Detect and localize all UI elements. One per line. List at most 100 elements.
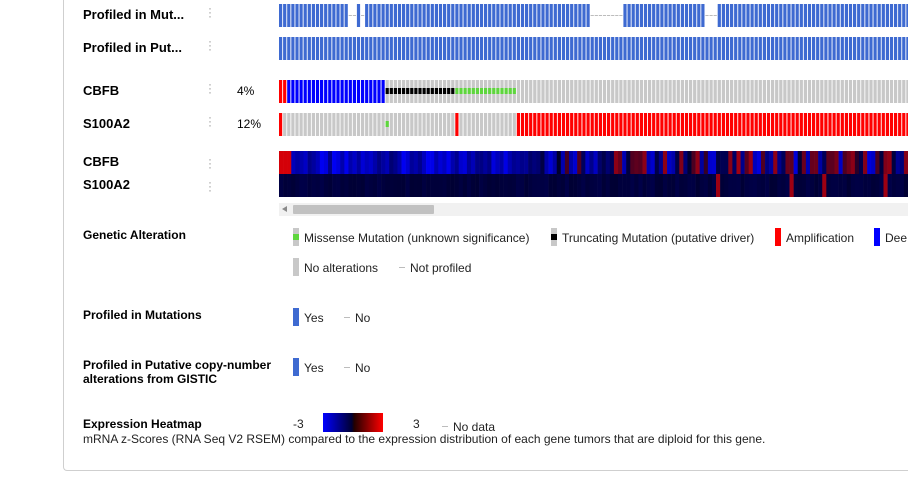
- sample-column: [611, 113, 615, 136]
- sample-column: [475, 113, 479, 136]
- sample-column: [881, 4, 885, 27]
- heatmap-cell: [646, 151, 651, 174]
- track-menu-dots-icon[interactable]: · · ·: [208, 1, 212, 23]
- track-profiled-cna[interactable]: [279, 37, 908, 60]
- sample-column: [438, 113, 443, 136]
- sample-column: [832, 37, 836, 60]
- sample-column: [738, 37, 742, 60]
- track-menu-dots-icon[interactable]: · · ·: [208, 152, 212, 174]
- heatmap-track-cbfb[interactable]: [279, 151, 908, 174]
- heatmap-cell: [809, 174, 815, 197]
- sample-column: [361, 80, 365, 103]
- sample-column: [754, 37, 758, 60]
- heatmap-cell: [434, 174, 439, 197]
- track-menu-dots-icon[interactable]: · · ·: [208, 110, 212, 132]
- sample-column: [311, 80, 315, 103]
- sample-column: [336, 37, 340, 60]
- horizontal-scrollbar[interactable]: [279, 203, 908, 216]
- track-gene-s100a2[interactable]: [279, 113, 908, 136]
- sample-column: [516, 113, 520, 136]
- heatmap-cell: [564, 174, 570, 197]
- heatmap-cell: [822, 174, 827, 197]
- sample-column: [889, 80, 894, 103]
- heatmap-cell: [328, 151, 333, 174]
- sample-column: [422, 4, 426, 27]
- sample-column: [713, 80, 717, 103]
- scroll-left-arrow-icon[interactable]: [282, 206, 287, 212]
- legend-title-expression-heatmap: Expression Heatmap: [83, 417, 202, 431]
- sample-column: [397, 37, 402, 60]
- sample-column: [635, 4, 639, 27]
- heatmap-cell: [279, 151, 284, 174]
- sample-column: [853, 113, 857, 136]
- sample-column: [410, 4, 414, 27]
- sample-column: [529, 4, 533, 27]
- heatmap-cell: [438, 151, 443, 174]
- sample-column: [582, 37, 586, 60]
- sample-column: [807, 113, 812, 136]
- sample-column: [315, 113, 320, 136]
- heatmap-cell: [752, 151, 758, 174]
- sample-column: [598, 80, 602, 103]
- sample-column: [443, 113, 447, 136]
- sample-column: [541, 4, 545, 27]
- sample-column: [705, 37, 709, 60]
- heatmap-cell: [462, 174, 468, 197]
- sample-column: [381, 113, 385, 136]
- sample-column: [869, 37, 873, 60]
- heatmap-cell: [487, 174, 492, 197]
- heatmap-cell: [430, 151, 435, 174]
- track-profiled-mutations[interactable]: [279, 4, 908, 27]
- sample-column: [295, 37, 299, 60]
- sample-column: [713, 37, 717, 60]
- sample-column: [447, 4, 451, 27]
- sample-column: [689, 4, 693, 27]
- sample-column: [848, 37, 853, 60]
- sample-column: [906, 4, 908, 27]
- sample-column: [344, 4, 348, 27]
- heatmap-cell: [854, 151, 860, 174]
- track-gene-cbfb[interactable]: [279, 80, 908, 103]
- sample-column: [287, 4, 291, 27]
- sample-column: [402, 113, 406, 136]
- truncating-mutation-mark: [406, 88, 410, 94]
- sample-column: [848, 4, 853, 27]
- heatmap-cell: [850, 174, 856, 197]
- sample-column: [664, 80, 668, 103]
- heatmap-track-s100a2[interactable]: [279, 174, 908, 197]
- sample-column: [500, 4, 504, 27]
- heatmap-cell: [834, 151, 839, 174]
- heatmap-cell: [401, 174, 406, 197]
- heatmap-cell: [818, 174, 823, 197]
- sample-column: [799, 37, 803, 60]
- heatmap-cell: [830, 174, 835, 197]
- gene-label-s100a2: S100A2: [83, 116, 130, 131]
- heatmap-cell: [332, 151, 337, 174]
- heatmap-cell: [344, 151, 349, 174]
- sample-column: [787, 80, 791, 103]
- sample-column: [320, 113, 324, 136]
- heatmap-cell: [364, 151, 370, 174]
- scrollbar-thumb[interactable]: [293, 205, 434, 214]
- sample-column: [787, 4, 791, 27]
- heatmap-cell: [756, 174, 762, 197]
- track-menu-dots-icon[interactable]: · · ·: [208, 175, 212, 197]
- sample-column: [607, 37, 611, 60]
- heatmap-cell: [724, 151, 729, 174]
- sample-column: [352, 37, 356, 60]
- sample-column: [586, 113, 590, 136]
- track-menu-dots-icon[interactable]: · · ·: [208, 77, 212, 99]
- track-menu-dots-icon[interactable]: · · ·: [208, 34, 212, 56]
- sample-column: [894, 80, 898, 103]
- sample-column: [754, 80, 758, 103]
- sample-column: [455, 4, 459, 27]
- sample-column: [639, 37, 643, 60]
- missense-mutation-mark: [385, 121, 389, 127]
- gene-label-cbfb: CBFB: [83, 83, 120, 98]
- sample-column: [299, 80, 303, 103]
- sample-column: [287, 80, 291, 103]
- legend-title-profiled-cna: Profiled in Putative copy-number alterat…: [83, 358, 271, 386]
- truncating-mutation-mark: [426, 88, 430, 94]
- sample-column: [324, 4, 328, 27]
- heatmap-cell: [475, 174, 480, 197]
